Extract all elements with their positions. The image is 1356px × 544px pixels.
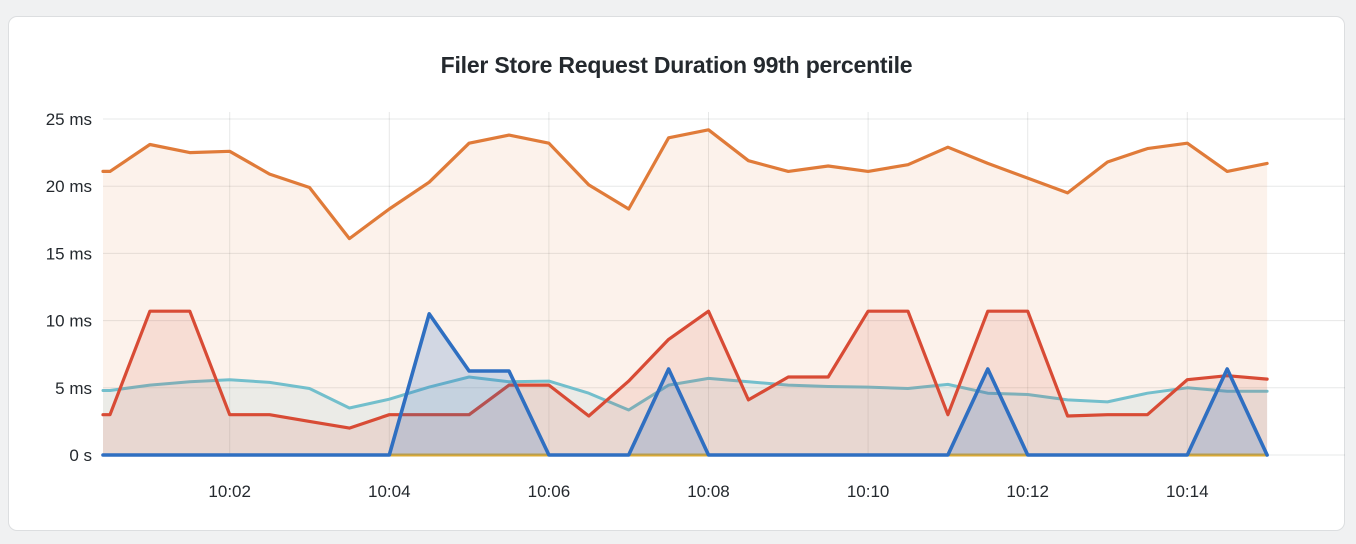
y-axis-tick-label: 20 ms [46,177,92,196]
series-blue-fill [103,313,1268,455]
x-axis-tick-label: 10:08 [687,482,730,501]
series-blue [101,312,1269,457]
x-axis-tick-label: 10:06 [528,482,571,501]
series-red-fill [103,311,1268,455]
series-red-line [101,309,1269,430]
y-axis-tick-label: 15 ms [46,244,92,263]
x-axis-tick-label: 10:14 [1166,482,1209,501]
series-orange [101,128,1269,456]
y-axis-tick-label: 5 ms [55,379,92,398]
x-axis: 10:02 10:04 10:06 10:08 10:10 10:12 10:14 [208,482,1208,501]
series-light-blue-line [101,375,1269,412]
y-axis-tick-label: 25 ms [46,110,92,129]
y-axis: 25 ms 20 ms 15 ms 10 ms 5 ms 0 s [46,110,92,465]
x-axis-tick-label: 10:12 [1006,482,1049,501]
y-axis-tick-label: 0 s [69,446,92,465]
x-axis-tick-label: 10:02 [208,482,251,501]
series-blue-line [101,312,1269,457]
series-orange-line [101,128,1269,241]
series-orange-fill [103,129,1268,456]
series-red [101,309,1269,455]
panel: Filer Store Request Duration 99th percen… [8,16,1345,531]
x-axis-tick-label: 10:04 [368,482,411,501]
y-axis-tick-label: 10 ms [46,312,92,331]
x-axis-tick-label: 10:10 [847,482,890,501]
panel-title[interactable]: Filer Store Request Duration 99th percen… [440,52,913,78]
